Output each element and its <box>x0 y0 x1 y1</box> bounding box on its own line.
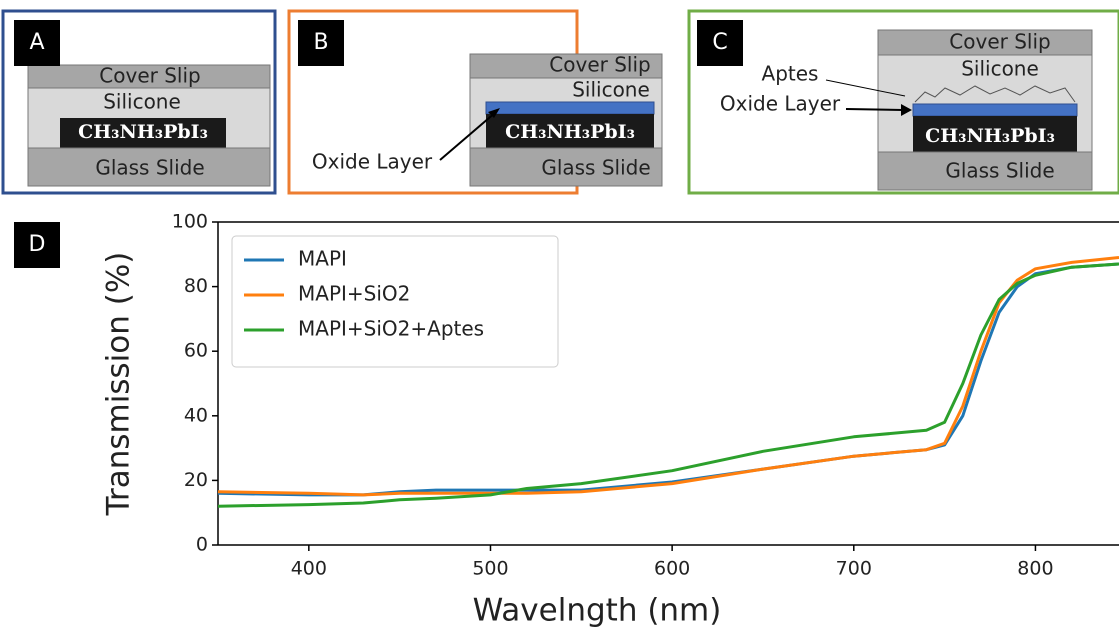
panel-label: A <box>29 30 44 55</box>
panel-a-frame <box>1 9 277 195</box>
arrow <box>825 79 906 97</box>
oxide-layer <box>912 103 1078 117</box>
panel-label-box <box>298 20 344 66</box>
y-tick-label: 80 <box>184 275 208 297</box>
glass-slide <box>27 147 271 187</box>
perovskite <box>486 114 654 148</box>
arrow-head <box>488 108 500 118</box>
layer-label: Silicone <box>572 78 650 102</box>
x-tick-label: 800 <box>1017 558 1053 580</box>
legend-box <box>231 235 559 368</box>
layer-label: Glass Slide <box>95 156 204 180</box>
panel-label-box <box>14 222 60 268</box>
legend-label: MAPI <box>298 247 347 271</box>
layer-label: Cover Slip <box>949 30 1050 54</box>
series-line <box>217 262 1119 508</box>
panel-label-box <box>697 20 743 66</box>
y-tick-label: 100 <box>172 211 208 233</box>
layer-label: Silicone <box>103 90 181 114</box>
arrow <box>439 111 497 161</box>
panel-label: D <box>29 232 46 257</box>
glass-slide <box>877 151 1093 191</box>
layer-label: Cover Slip <box>99 64 200 88</box>
plot: 0 20 40 60 80 100 400 500 600 700 800 Wavelngth (nm… <box>101 211 1119 629</box>
perovskite <box>60 118 226 148</box>
x-tick-label: 400 <box>291 558 327 580</box>
aptes-molecules <box>914 85 1076 103</box>
y-tick-label: 20 <box>184 469 208 491</box>
layer-label: Cover Slip <box>549 53 650 77</box>
layer-label: Glass Slide <box>945 159 1054 183</box>
x-tick-label: 600 <box>654 558 690 580</box>
legend-label: MAPI+SiO2 <box>298 282 410 306</box>
arrow <box>845 108 904 111</box>
y-tick-label: 40 <box>184 404 208 426</box>
y-tick-label: 0 <box>196 534 208 556</box>
x-axis-title: Wavelngth (nm) <box>473 593 722 629</box>
annotation: Oxide Layer <box>312 150 433 174</box>
oxide-layer <box>485 101 655 115</box>
panel-label: C <box>712 30 727 55</box>
annotation: Aptes <box>762 62 819 86</box>
layer-label: CH₃NH₃PbI₃ <box>505 121 635 143</box>
legend-label: MAPI+SiO2+Aptes <box>298 317 484 341</box>
layer-label: CH₃NH₃PbI₃ <box>78 121 208 143</box>
annotation: Oxide Layer <box>720 92 841 116</box>
layer-label: Silicone <box>961 57 1039 81</box>
y-axis-title: Transmission (%) <box>101 252 137 517</box>
panel-label-box <box>14 20 60 66</box>
perovskite <box>913 116 1077 152</box>
glass-slide <box>469 147 663 187</box>
cover-slip <box>877 29 1093 56</box>
y-tick-label: 60 <box>184 340 208 362</box>
layer-label: CH₃NH₃PbI₃ <box>925 125 1055 147</box>
panel-label: B <box>313 30 328 55</box>
x-tick-label: 500 <box>472 558 508 580</box>
panel-c-frame <box>687 9 1119 195</box>
arrow-head <box>901 104 912 116</box>
layer-label: Glass Slide <box>541 156 650 180</box>
x-tick-label: 700 <box>836 558 872 580</box>
series-line <box>217 256 1119 497</box>
